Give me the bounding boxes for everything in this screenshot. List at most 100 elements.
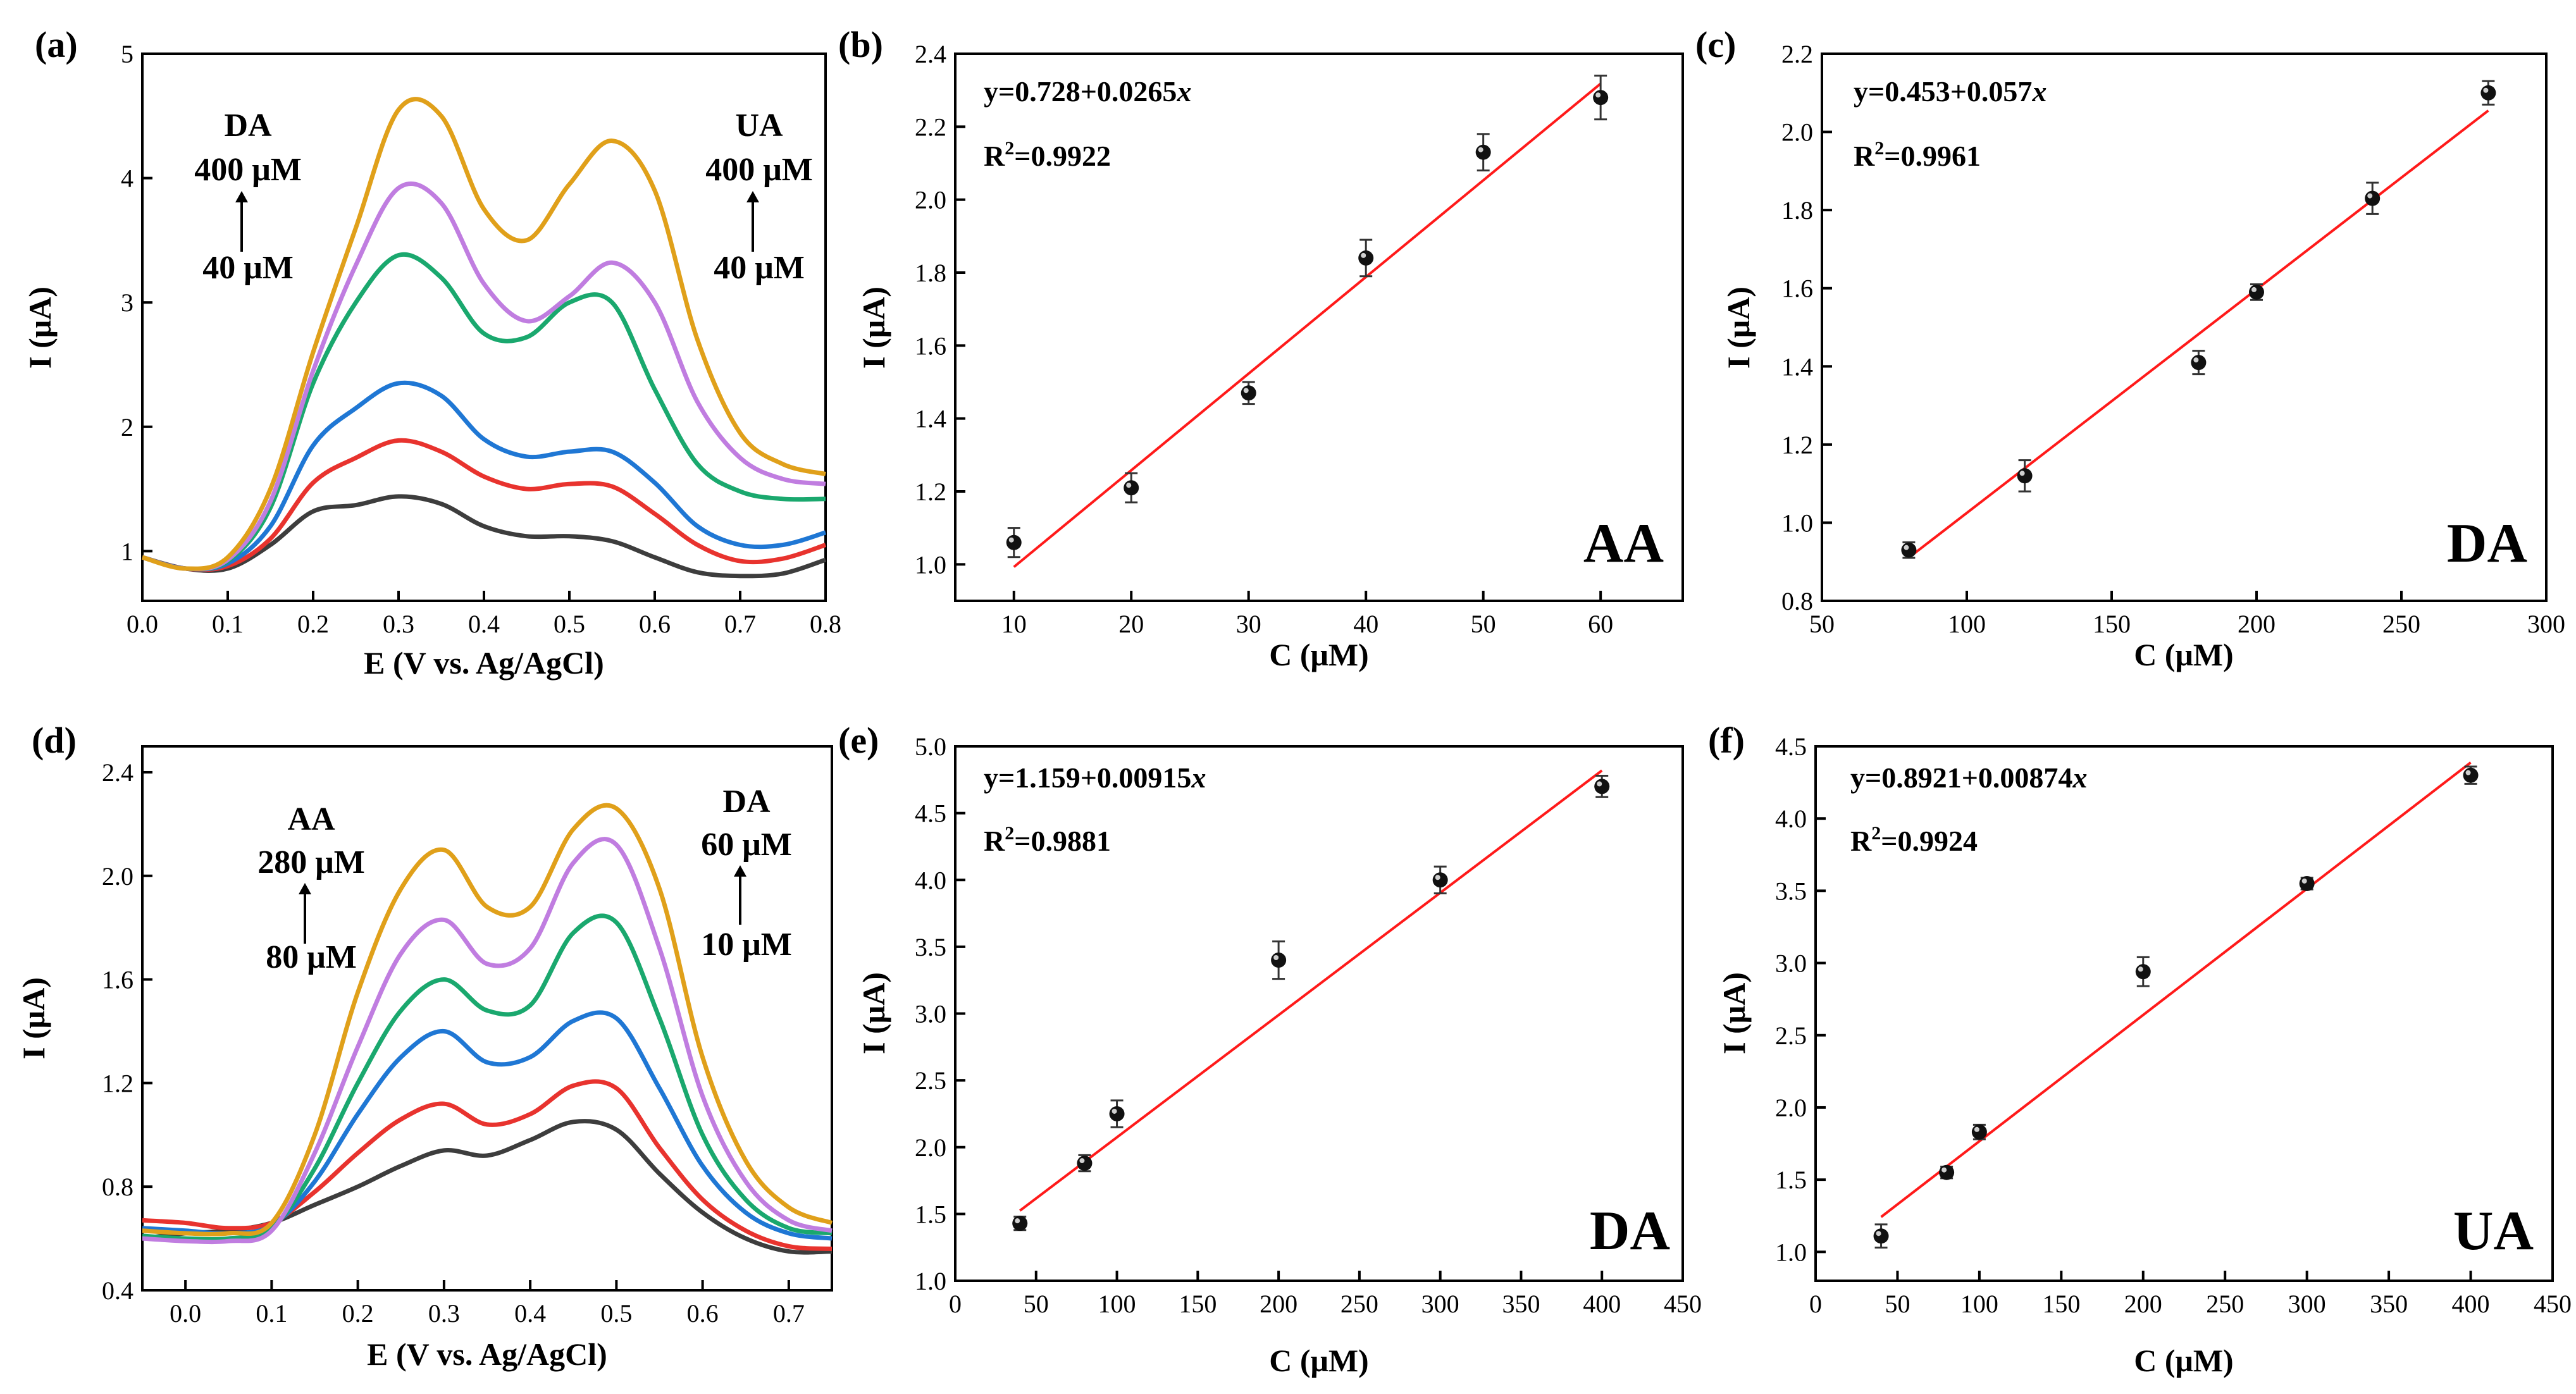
point-marker	[1594, 779, 1610, 794]
y-tick-label: 1.6	[915, 331, 946, 360]
point-highlight	[2367, 193, 2373, 199]
point-highlight	[2251, 287, 2257, 292]
arrow-up-icon	[746, 191, 759, 252]
x-ticks: 0.0 0.1 0.2 0.3 0.4 0.5 0.6 0.7	[170, 1280, 805, 1328]
point-highlight	[1008, 537, 1014, 543]
point-marker	[2135, 964, 2151, 980]
y-tick-label: 1.2	[1781, 431, 1813, 459]
x-tick-label: 300	[2288, 1290, 2326, 1318]
y-tick-label: 4.5	[1775, 732, 1807, 761]
panel-a: (a) 0.0 0.1 0.2 0.3 0.4 0.5 0.6 0.7 0.8 1 2 3 4 5 E …	[22, 24, 841, 681]
fit-line	[1019, 769, 1603, 1212]
annotation-aa-high: 280 μM	[257, 844, 365, 880]
series-line-2	[142, 438, 827, 572]
x-tick-label: 0.7	[773, 1299, 805, 1328]
data-point	[2299, 875, 2315, 891]
x-tick-label: 0.3	[428, 1299, 460, 1328]
x-ticks: 0 50 100 150 200 250 300 350 400 450	[1809, 1271, 2572, 1318]
y-ticks: 0.4 0.8 1.2 1.6 2.0 2.4	[102, 758, 152, 1305]
x-tick-label: 150	[2042, 1290, 2080, 1318]
plot-frame	[141, 745, 833, 1292]
y-tick-label: 2.4	[102, 758, 133, 787]
data-point	[1109, 1099, 1125, 1128]
x-ticks: 10 20 30 40 50 60	[1001, 591, 1613, 638]
x-tick-label: 0.6	[639, 610, 671, 638]
fit-line	[1880, 761, 2472, 1218]
data-point	[2480, 80, 2496, 106]
x-tick-label: 0.1	[212, 610, 244, 638]
x-tick-label: 100	[1948, 610, 1986, 638]
annotation-ua-low: 40 μM	[714, 250, 805, 286]
y-tick-label: 2	[121, 413, 133, 441]
point-marker	[1358, 250, 1374, 266]
point-marker	[2299, 875, 2315, 891]
x-tick-label: 450	[1664, 1290, 1702, 1318]
analyte-label: AA	[1583, 513, 1664, 574]
x-tick-label: 50	[1471, 610, 1496, 638]
y-ticks: 1.0 1.2 1.4 1.6 1.8 2.0 2.2 2.4	[915, 40, 965, 579]
x-axis-label: C (μM)	[2134, 1343, 2233, 1378]
y-tick-label: 1.5	[1775, 1166, 1807, 1194]
x-tick-label: 250	[2382, 610, 2420, 638]
x-tick-label: 350	[2370, 1290, 2408, 1318]
x-axis-label: C (μM)	[1269, 637, 1368, 672]
y-ticks: 0.8 1.0 1.2 1.4 1.6 1.8 2.0 2.2	[1781, 40, 1832, 615]
annotation-da-high: 400 μM	[194, 152, 302, 188]
y-tick-label: 1.6	[102, 966, 133, 994]
x-axis-label: E (V vs. Ag/AgCl)	[367, 1336, 607, 1372]
panel-b: (b) 10 20 30 40 50 60 1.0 1.2 1.4 1.6 1.8 2.0 2.2 2.…	[838, 24, 1684, 672]
x-tick-label: 200	[2238, 610, 2276, 638]
x-tick-label: 0.6	[687, 1299, 719, 1328]
point-highlight	[1079, 1158, 1085, 1164]
x-tick-label: 50	[1024, 1290, 1049, 1318]
fit-equation: y=1.159+0.00915x	[984, 762, 1206, 794]
point-marker	[1475, 144, 1491, 160]
data-points	[1012, 774, 1610, 1231]
data-point	[1593, 75, 1609, 121]
point-marker	[1271, 953, 1287, 968]
x-tick-label: 0.8	[810, 610, 841, 638]
y-ticks: 1.0 1.5 2.0 2.5 3.0 3.5 4.0 4.5 5.0	[915, 732, 965, 1295]
data-point	[2365, 182, 2381, 215]
y-tick-label: 2.5	[1775, 1021, 1807, 1050]
y-tick-label: 2.0	[102, 862, 133, 891]
point-highlight	[1941, 1167, 1947, 1173]
point-marker	[2017, 468, 2033, 484]
data-point	[1077, 1154, 1093, 1173]
r-squared: R2=0.9922	[984, 138, 1111, 172]
point-highlight	[2019, 471, 2025, 476]
point-highlight	[2483, 87, 2489, 93]
analyte-label: DA	[2447, 513, 2527, 574]
y-tick-label: 3.0	[1775, 949, 1807, 978]
panel-label: (c)	[1695, 24, 1736, 65]
x-ticks: 0.0 0.1 0.2 0.3 0.4 0.5 0.6 0.7 0.8	[127, 591, 841, 638]
x-axis-label: C (μM)	[2134, 637, 2233, 672]
fit-line	[1013, 82, 1602, 568]
point-marker	[1109, 1106, 1125, 1121]
point-marker	[1939, 1164, 1955, 1180]
x-tick-label: 150	[1179, 1290, 1217, 1318]
y-tick-label: 1.0	[1775, 1238, 1807, 1266]
fit-line	[1908, 109, 2489, 559]
x-tick-label: 0.1	[256, 1299, 287, 1328]
annotation-da-high: 60 μM	[701, 827, 792, 863]
plot-frame	[954, 52, 1684, 602]
series-line-5	[142, 837, 833, 1245]
y-tick-label: 1.8	[915, 259, 946, 287]
x-axis-label: E (V vs. Ag/AgCl)	[364, 645, 604, 681]
y-tick-label: 4.0	[915, 866, 946, 894]
point-highlight	[1595, 92, 1601, 98]
data-point	[1358, 238, 1374, 278]
point-highlight	[2301, 878, 2307, 884]
point-highlight	[2138, 966, 2143, 972]
point-highlight	[1243, 388, 1249, 393]
x-tick-label: 400	[2452, 1290, 2490, 1318]
data-point	[2463, 765, 2479, 785]
fit-line	[1908, 109, 2489, 559]
x-tick-label: 450	[2534, 1290, 2572, 1318]
y-tick-label: 2.0	[1781, 118, 1813, 147]
r-squared: R2=0.9961	[1854, 138, 1981, 172]
data-point	[1873, 1223, 1889, 1249]
point-marker	[1593, 90, 1609, 106]
point-highlight	[2465, 770, 2471, 775]
